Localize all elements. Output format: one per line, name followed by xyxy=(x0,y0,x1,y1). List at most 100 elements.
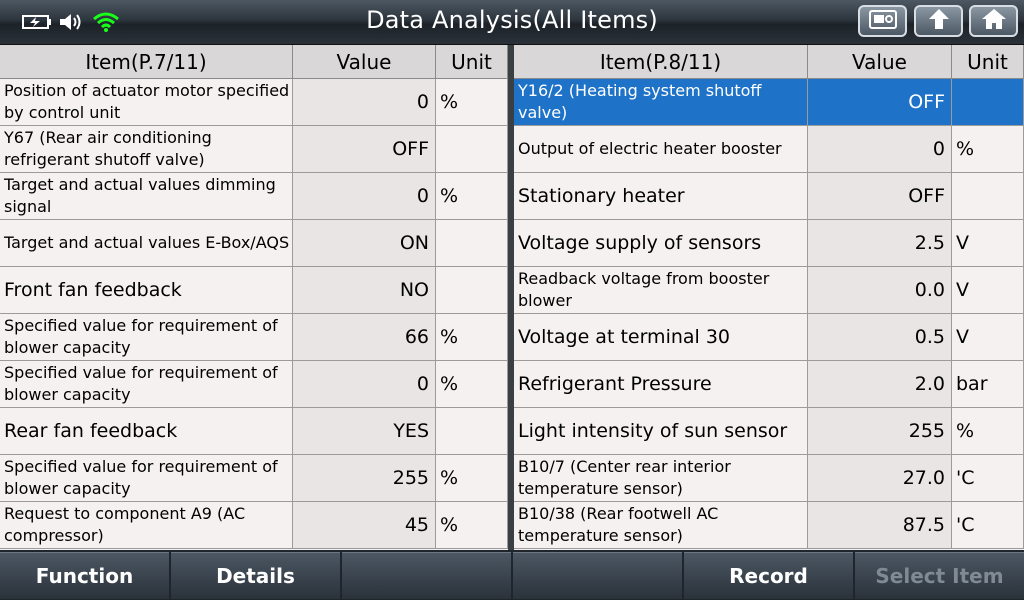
record-button[interactable]: Record xyxy=(684,552,853,599)
right-table-header: Item(P.8/11) Value Unit xyxy=(514,45,1024,79)
status-icons xyxy=(22,8,120,36)
item-name: Voltage supply of sensors xyxy=(514,220,808,266)
item-unit: V xyxy=(952,267,1024,313)
item-unit xyxy=(436,220,508,266)
home-icon xyxy=(980,7,1008,35)
item-name: Front fan feedback xyxy=(0,267,293,313)
item-name: Y16/2 (Heating system shutoff valve) xyxy=(514,79,808,125)
table-row[interactable]: Output of electric heater booster 0 % xyxy=(514,126,1024,173)
item-value: 0.0 xyxy=(808,267,952,313)
item-name: Specified value for requirement of blowe… xyxy=(0,314,293,360)
item-value: OFF xyxy=(293,126,436,172)
table-row[interactable]: Voltage at terminal 30 0.5 V xyxy=(514,314,1024,361)
camera-icon xyxy=(868,8,898,34)
function-button[interactable]: Function xyxy=(0,552,169,599)
item-value: ON xyxy=(293,220,436,266)
column-header-value: Value xyxy=(293,45,436,78)
empty-button-2[interactable] xyxy=(513,552,682,599)
table-row-selected[interactable]: Y16/2 (Heating system shutoff valve) OFF xyxy=(514,79,1024,126)
table-row[interactable]: Front fan feedback NO xyxy=(0,267,508,314)
item-unit: % xyxy=(436,502,508,548)
item-unit: % xyxy=(436,455,508,501)
table-row[interactable]: Voltage supply of sensors 2.5 V xyxy=(514,220,1024,267)
wifi-icon xyxy=(92,11,120,33)
home-button[interactable] xyxy=(969,5,1018,37)
table-row[interactable]: Specified value for requirement of blowe… xyxy=(0,361,508,408)
item-unit xyxy=(436,408,508,454)
item-unit: V xyxy=(952,220,1024,266)
column-header-value: Value xyxy=(808,45,952,78)
item-name: Rear fan feedback xyxy=(0,408,293,454)
column-header-unit: Unit xyxy=(952,45,1024,78)
table-row[interactable]: Target and actual values E-Box/AQS ON xyxy=(0,220,508,267)
item-name: Stationary heater xyxy=(514,173,808,219)
table-row[interactable]: Refrigerant Pressure 2.0 bar xyxy=(514,361,1024,408)
item-value: 2.0 xyxy=(808,361,952,407)
title-bar: Data Analysis(All Items) xyxy=(0,0,1024,45)
item-value: 0 xyxy=(293,361,436,407)
select-item-button[interactable]: Select Item xyxy=(855,552,1024,599)
table-row[interactable]: Specified value for requirement of blowe… xyxy=(0,455,508,502)
item-value: 27.0 xyxy=(808,455,952,501)
back-button[interactable] xyxy=(914,5,963,37)
table-row[interactable]: Rear fan feedback YES xyxy=(0,408,508,455)
item-unit xyxy=(436,267,508,313)
item-unit xyxy=(436,126,508,172)
item-unit xyxy=(952,79,1024,125)
item-name: Light intensity of sun sensor xyxy=(514,408,808,454)
column-header-item: Item(P.7/11) xyxy=(0,45,293,78)
table-divider xyxy=(508,45,514,550)
item-name: Specified value for requirement of blowe… xyxy=(0,455,293,501)
item-name: Position of actuator motor specified by … xyxy=(0,79,293,125)
table-row[interactable]: B10/38 (Rear footwell AC temperature sen… xyxy=(514,502,1024,549)
item-name: B10/7 (Center rear interior temperature … xyxy=(514,455,808,501)
up-arrow-icon xyxy=(925,7,953,35)
battery-charging-icon xyxy=(22,14,52,30)
item-value: OFF xyxy=(808,173,952,219)
item-name: B10/38 (Rear footwell AC temperature sen… xyxy=(514,502,808,548)
table-row[interactable]: B10/7 (Center rear interior temperature … xyxy=(514,455,1024,502)
bottom-toolbar: Function Details Record Select Item xyxy=(0,550,1024,600)
item-unit: V xyxy=(952,314,1024,360)
screenshot-button[interactable] xyxy=(858,5,907,37)
column-header-item: Item(P.8/11) xyxy=(514,45,808,78)
item-value: NO xyxy=(293,267,436,313)
item-unit: % xyxy=(952,408,1024,454)
left-table-header: Item(P.7/11) Value Unit xyxy=(0,45,508,79)
table-row[interactable]: Target and actual values dimming signal … xyxy=(0,173,508,220)
item-value: 0 xyxy=(293,79,436,125)
item-name: Output of electric heater booster xyxy=(514,126,808,172)
table-row[interactable]: Stationary heater OFF xyxy=(514,173,1024,220)
table-row[interactable]: Request to component A9 (AC compressor) … xyxy=(0,502,508,549)
empty-button-1[interactable] xyxy=(342,552,511,599)
item-name: Specified value for requirement of blowe… xyxy=(0,361,293,407)
table-row[interactable]: Readback voltage from booster blower 0.0… xyxy=(514,267,1024,314)
item-name: Readback voltage from booster blower xyxy=(514,267,808,313)
table-row[interactable]: Y67 (Rear air conditioning refrigerant s… xyxy=(0,126,508,173)
item-unit: % xyxy=(436,361,508,407)
item-name: Voltage at terminal 30 xyxy=(514,314,808,360)
page-title: Data Analysis(All Items) xyxy=(366,6,658,34)
item-name: Y67 (Rear air conditioning refrigerant s… xyxy=(0,126,293,172)
table-row[interactable]: Specified value for requirement of blowe… xyxy=(0,314,508,361)
item-name: Target and actual values E-Box/AQS xyxy=(0,220,293,266)
item-value: 0.5 xyxy=(808,314,952,360)
speaker-icon xyxy=(58,11,86,33)
left-data-table: Item(P.7/11) Value Unit Position of actu… xyxy=(0,45,508,550)
item-name: Refrigerant Pressure xyxy=(514,361,808,407)
item-value: 66 xyxy=(293,314,436,360)
item-unit xyxy=(952,173,1024,219)
item-value: 255 xyxy=(808,408,952,454)
item-unit: 'C xyxy=(952,502,1024,548)
item-value: 45 xyxy=(293,502,436,548)
item-unit: 'C xyxy=(952,455,1024,501)
item-unit: % xyxy=(436,173,508,219)
table-row[interactable]: Position of actuator motor specified by … xyxy=(0,79,508,126)
right-data-table: Item(P.8/11) Value Unit Y16/2 (Heating s… xyxy=(514,45,1024,550)
item-unit: bar xyxy=(952,361,1024,407)
item-unit: % xyxy=(436,79,508,125)
details-button[interactable]: Details xyxy=(171,552,340,599)
column-header-unit: Unit xyxy=(436,45,508,78)
table-row[interactable]: Light intensity of sun sensor 255 % xyxy=(514,408,1024,455)
item-value: 255 xyxy=(293,455,436,501)
